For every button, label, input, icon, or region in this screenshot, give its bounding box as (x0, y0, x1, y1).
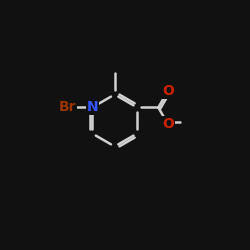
Text: N: N (86, 100, 98, 114)
Text: O: O (162, 84, 174, 98)
Text: O: O (162, 116, 174, 130)
Text: Br: Br (58, 100, 76, 114)
